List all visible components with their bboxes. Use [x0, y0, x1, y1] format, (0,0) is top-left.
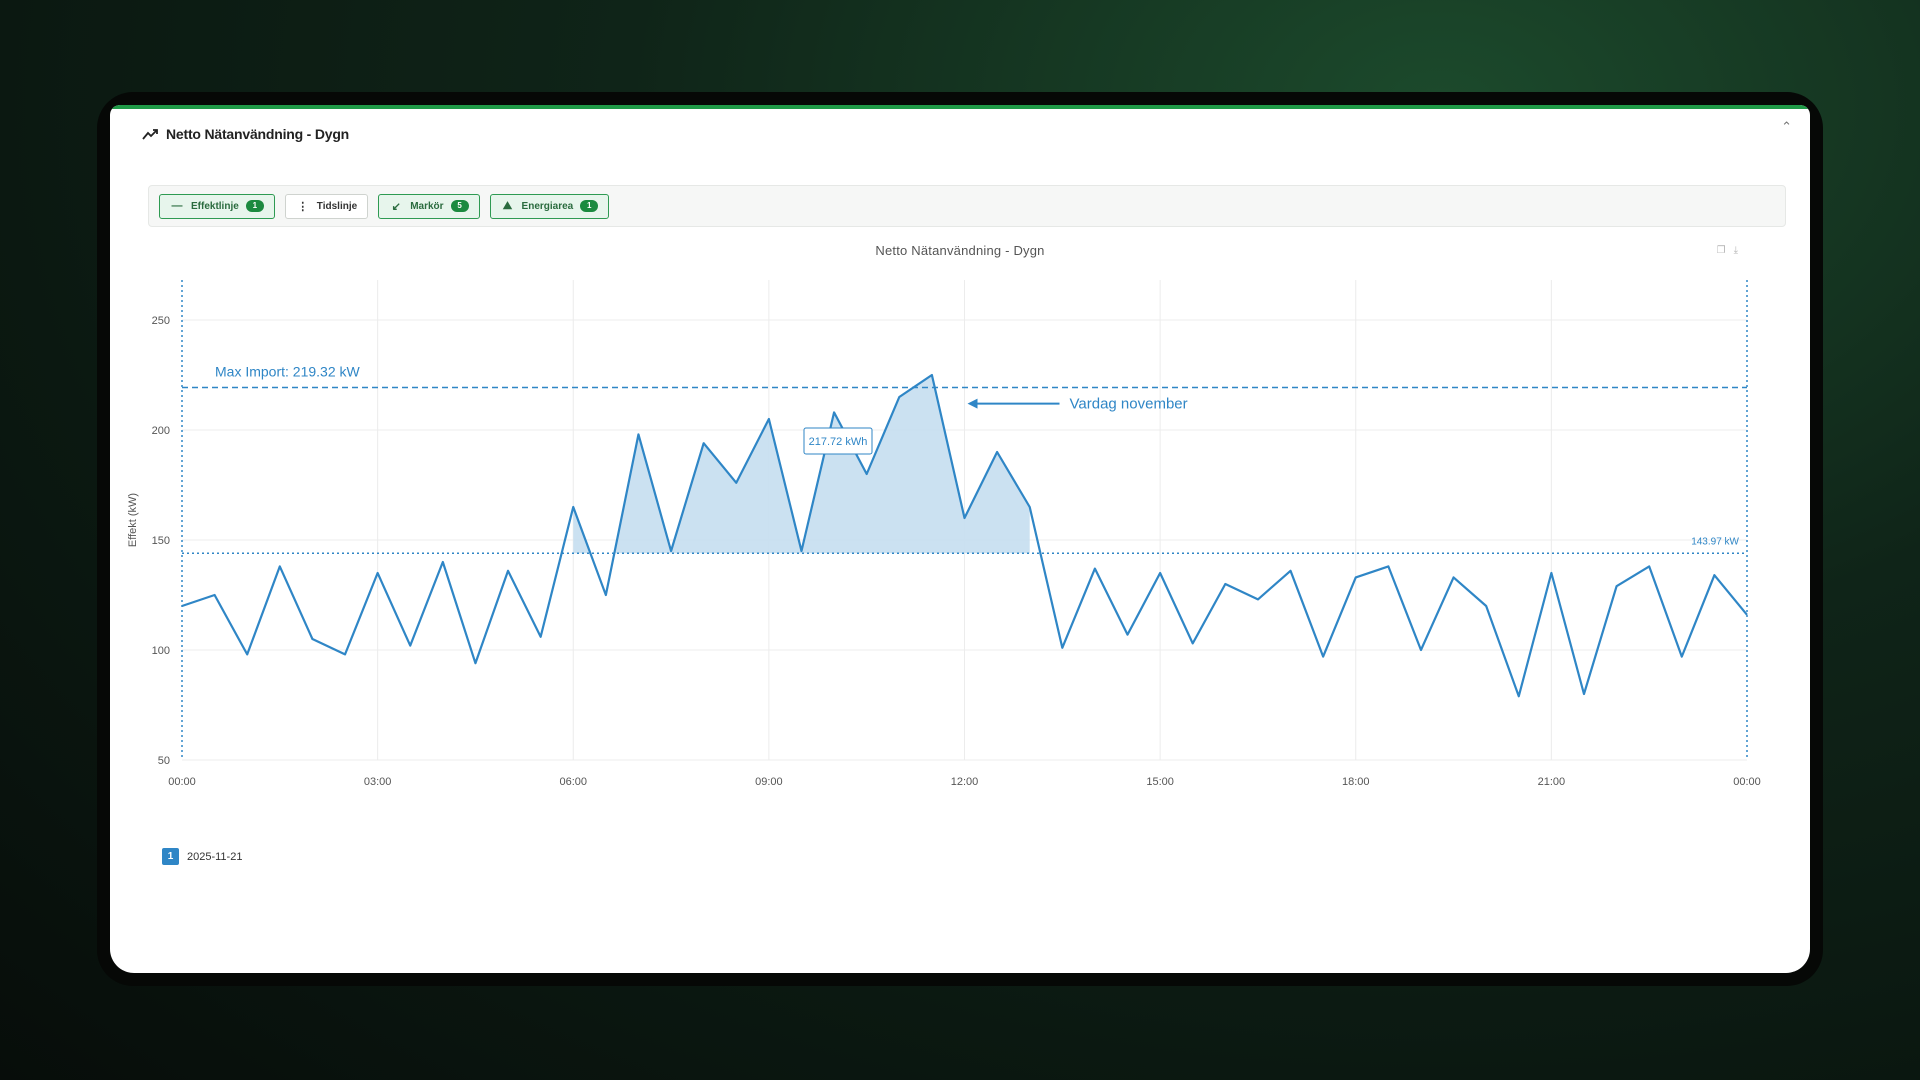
markor-label: Markör — [410, 200, 444, 212]
download-icon[interactable]: ⤓ — [1733, 245, 1738, 256]
y-tick-label: 200 — [152, 425, 170, 437]
copy-icon[interactable]: ❐ — [1716, 245, 1726, 256]
annotation-text: Vardag november — [1070, 396, 1188, 413]
legend-badge: 1 — [162, 848, 179, 865]
chevron-up-icon[interactable]: ⌃ — [1781, 119, 1792, 134]
energy-area — [573, 375, 1030, 554]
chart-toolbar: — Effektlinje 1 ⋮ Tidslinje ↙ Markör 5 ⛰… — [148, 185, 1786, 227]
legend-label: 2025-11-21 — [187, 850, 243, 863]
chart-title: Netto Nätanvändning - Dygn — [875, 243, 1045, 258]
arrow-icon: ↙ — [391, 200, 401, 213]
energy-label-box — [803, 427, 873, 455]
effektlinje-count-badge: 1 — [245, 200, 264, 212]
trend-line-icon — [142, 129, 158, 140]
baseline-label: 143.97 kW — [1691, 536, 1739, 547]
x-tick-label: 12:00 — [951, 776, 979, 788]
effektlinje-label: Effektlinje — [191, 200, 239, 212]
panel-title: Netto Nätanvändning - Dygn — [166, 126, 350, 142]
panel-header: Netto Nätanvändning - Dygn — [142, 121, 349, 147]
x-tick-label: 06:00 — [559, 776, 587, 788]
energy-label: 217.72 kWh — [809, 436, 868, 448]
max-import-label: Max Import: 219.32 kW — [215, 363, 361, 379]
annotation-arrow-head — [967, 398, 978, 409]
x-tick-label: 00:00 — [1733, 776, 1761, 788]
tidslinje-label: Tidslinje — [316, 200, 358, 212]
x-tick-label: 15:00 — [1146, 776, 1174, 788]
x-tick-label: 18:00 — [1342, 776, 1370, 788]
chart-tools: ❐ ⤓ — [1717, 245, 1738, 256]
y-axis-label: Effekt (kW) — [127, 493, 139, 547]
vertical-dots-icon: ⋮ — [297, 200, 309, 213]
chart-legend[interactable]: 1 2025-11-21 — [162, 848, 242, 865]
x-tick-label: 03:00 — [364, 776, 392, 788]
series-line — [181, 373, 1748, 698]
energiarea-count-badge: 1 — [580, 200, 599, 212]
minus-icon: — — [171, 200, 183, 212]
area-icon: ⛰ — [502, 199, 513, 212]
line-chart: 50 100 150 200 250 00:00 03:00 06:00 09:00 12:00 1… — [127, 280, 1761, 788]
x-tick-label: 00:00 — [168, 776, 196, 788]
y-tick-label: 250 — [152, 315, 170, 327]
markor-count-badge: 5 — [450, 200, 469, 212]
x-tick-label: 09:00 — [755, 776, 783, 788]
markor-button[interactable]: ↙ Markör 5 — [378, 193, 480, 219]
y-tick-label: 50 — [158, 755, 170, 767]
tidslinje-button[interactable]: ⋮ Tidslinje — [284, 193, 369, 219]
y-tick-label: 150 — [152, 535, 170, 547]
y-tick-label: 100 — [152, 645, 170, 657]
effektlinje-button[interactable]: — Effektlinje 1 — [159, 193, 275, 219]
energiarea-button[interactable]: ⛰ Energiarea 1 — [489, 193, 610, 219]
x-tick-label: 21:00 — [1538, 776, 1566, 788]
energiarea-label: Energiarea — [521, 200, 574, 212]
chart-panel: Netto Nätanvändning - Dygn ⌃ — Effektlin… — [110, 105, 1810, 973]
panel-accent-bar — [110, 105, 1810, 109]
